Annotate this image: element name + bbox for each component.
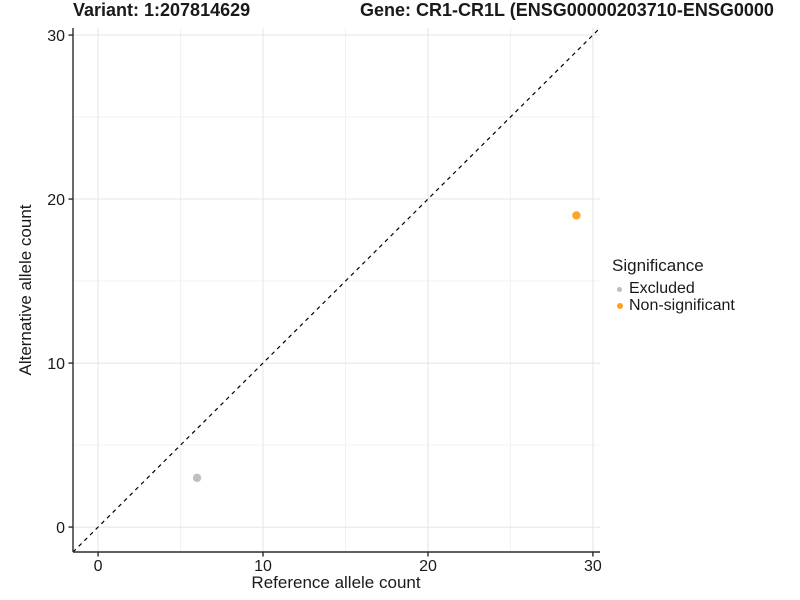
x-axis-title: Reference allele count <box>251 573 421 592</box>
legend-item: Excluded <box>612 280 735 297</box>
legend: Significance Excluded Non-significant <box>612 256 735 315</box>
x-tick-label: 10 <box>254 558 272 575</box>
legend-point-icon <box>617 286 622 292</box>
y-tick-label: 30 <box>47 28 65 45</box>
y-tick-label: 20 <box>47 192 65 209</box>
legend-item-label: Non-significant <box>629 297 735 314</box>
legend-item-label: Excluded <box>629 280 695 297</box>
x-tick-label: 30 <box>584 558 602 575</box>
legend-title: Significance <box>612 256 704 275</box>
data-point-excluded <box>192 473 202 483</box>
legend-key <box>612 303 627 309</box>
x-tick-label: 0 <box>94 558 103 575</box>
legend-items: Excluded Non-significant <box>612 280 735 314</box>
legend-point-icon <box>616 303 623 309</box>
plot-title-gene: Gene: CR1-CR1L (ENSG00000203710-ENSG0000 <box>360 0 774 20</box>
x-tick-label: 20 <box>419 558 437 575</box>
identity-reference-line <box>72 27 601 553</box>
legend-key <box>612 286 627 292</box>
plot-title-variant: Variant: 1:207814629 <box>73 0 251 20</box>
y-tick-label: 0 <box>56 520 65 537</box>
legend-item: Non-significant <box>612 297 735 314</box>
data-point-non-significant <box>572 211 581 220</box>
y-tick-label: 10 <box>47 356 65 373</box>
y-axis-title: Alternative allele count <box>16 204 35 376</box>
